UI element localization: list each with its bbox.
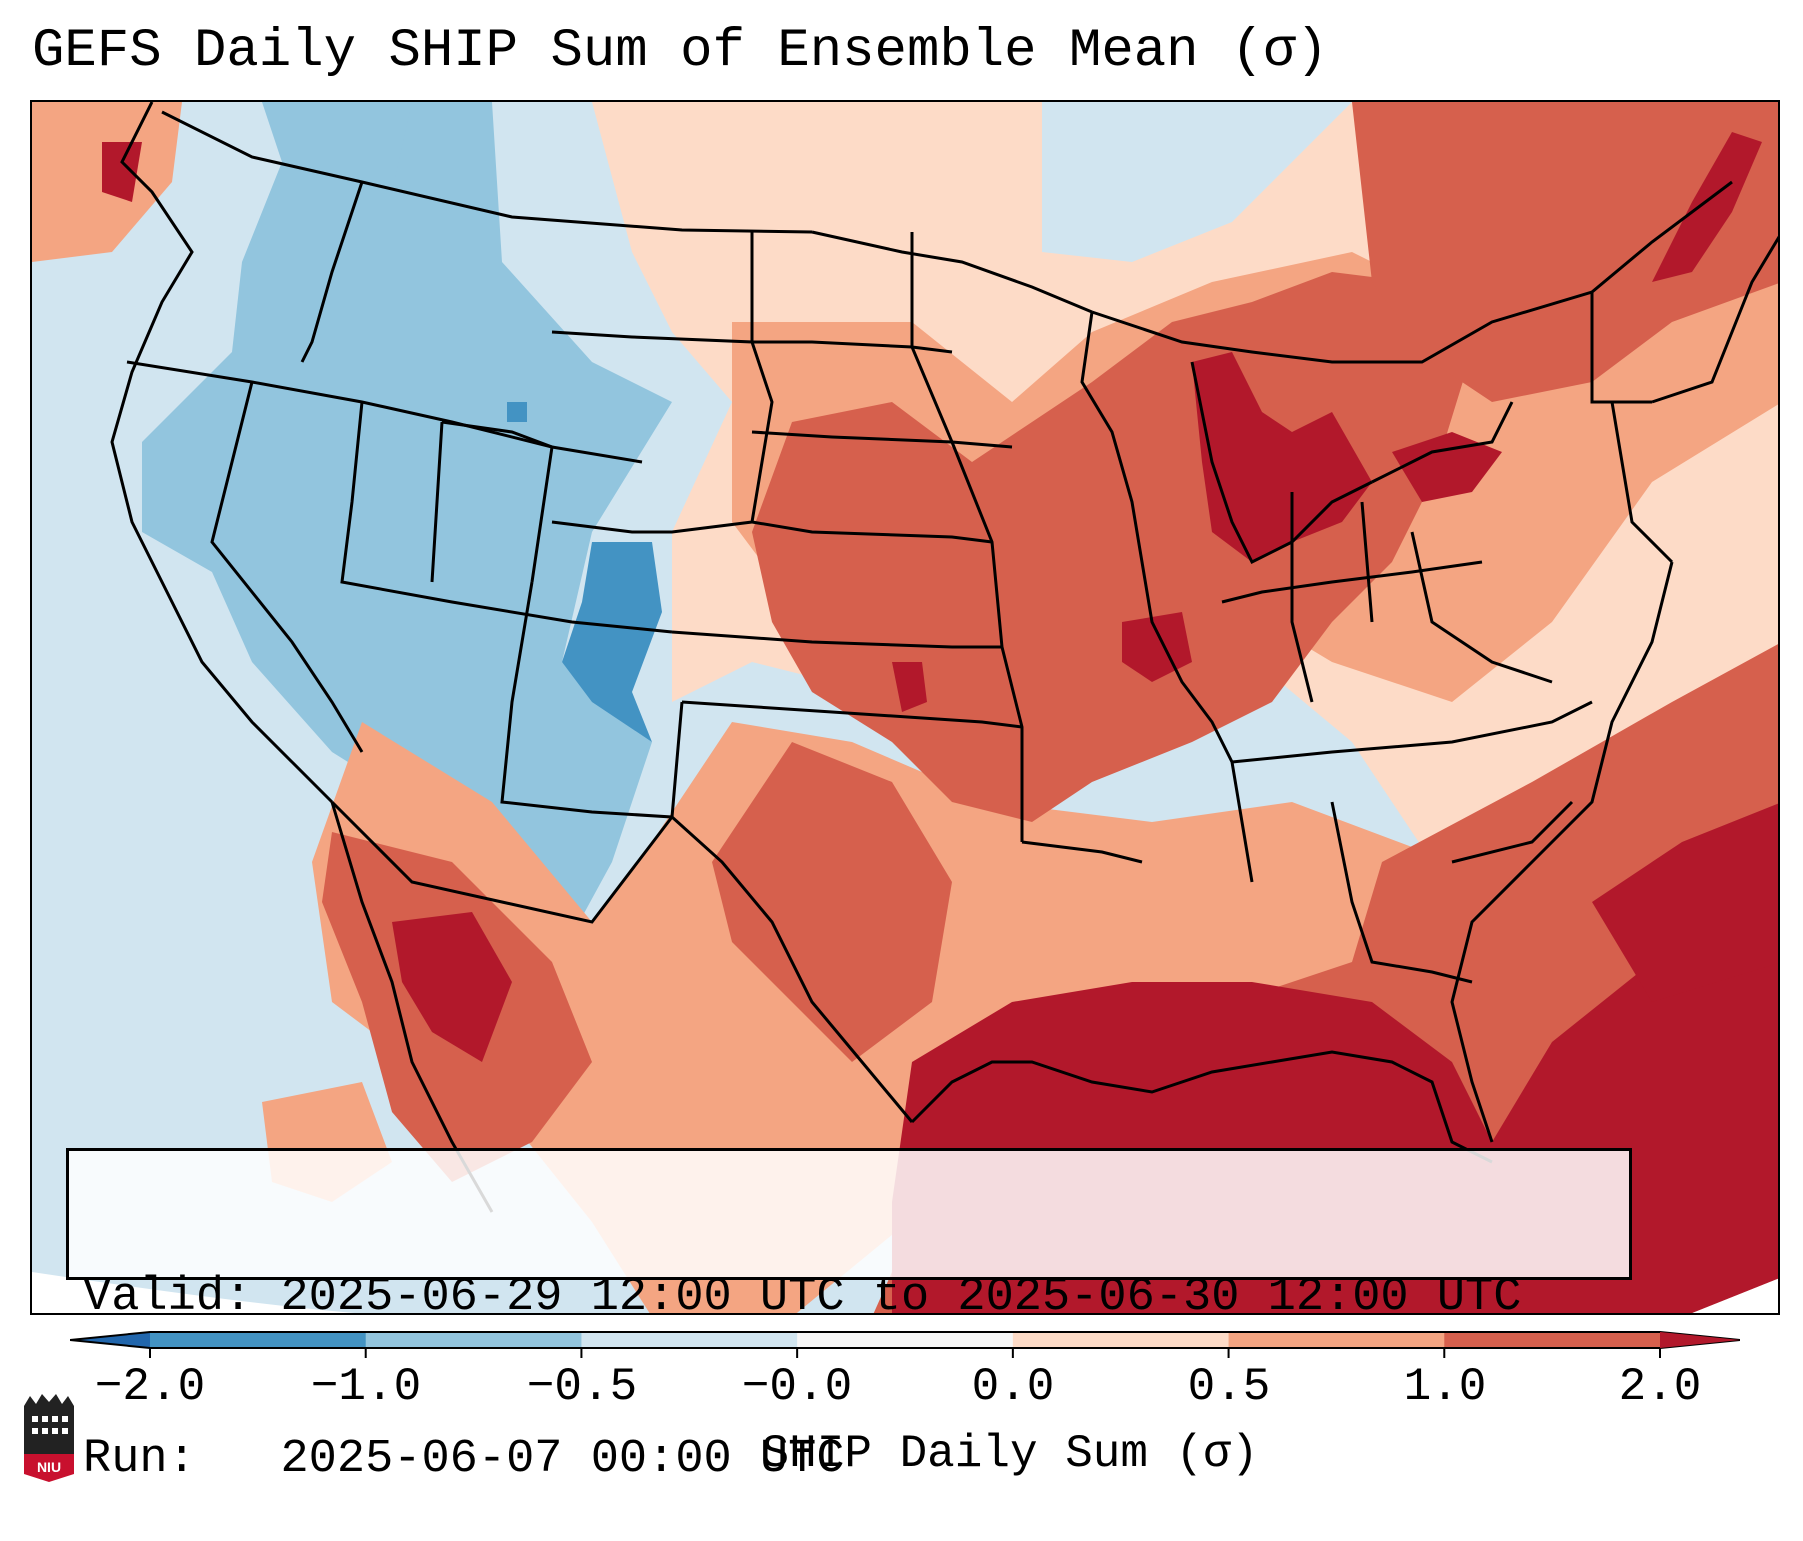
- wv-va-border: [1410, 531, 1553, 684]
- field-medium-blue-west: [142, 102, 672, 1002]
- colorbar-tick-label: −2.0: [94, 1361, 206, 1413]
- logo-badge: [24, 1454, 74, 1482]
- colorbar-over-arrow: [1660, 1332, 1740, 1348]
- gulf-coastline: [910, 1050, 1493, 1164]
- pa-ny-border: [1610, 401, 1674, 564]
- info-box: Valid: 2025-06-29 12:00 UTC to 2025-06-3…: [66, 1148, 1632, 1486]
- colorbar-bin: [1012, 1332, 1230, 1348]
- colorbar-tick-label: 0.0: [971, 1361, 1055, 1413]
- colorbar-label: SHIP Daily Sum (σ): [761, 1428, 1259, 1480]
- ut-co-border: [441, 420, 554, 583]
- colorbar-bin: [797, 1332, 1014, 1348]
- ga-al-border: [1330, 801, 1473, 984]
- oh-in-border: [1360, 501, 1374, 623]
- oh-ky-border: [1221, 560, 1483, 604]
- ne-ks-border: [751, 520, 993, 544]
- colorbar-bin: [1444, 1332, 1661, 1348]
- wa-id-border: [300, 181, 364, 363]
- colorbar: [70, 1331, 1740, 1358]
- new-england-coast: [1651, 235, 1778, 404]
- colorbar-tick-marks: [149, 1348, 1661, 1358]
- colorbar-under-arrow: [70, 1332, 150, 1348]
- colorbar-bins: [70, 1331, 1740, 1349]
- colorbar-tick-label: 1.0: [1403, 1361, 1487, 1413]
- field-darkred-erie: [1392, 432, 1502, 502]
- tx-mexico-border: [670, 815, 914, 1123]
- chart-title: GEFS Daily SHIP Sum of Ensemble Mean (σ): [32, 21, 1329, 82]
- nd-sd-border: [752, 340, 953, 354]
- niu-logo: NIU: [24, 1394, 74, 1482]
- field-medium-blue-nw: [292, 102, 412, 222]
- central-meridian-border: [910, 232, 1024, 842]
- field-red-midwest: [752, 272, 1472, 822]
- us-canada-border-west: [161, 110, 813, 234]
- in-il-border: [1290, 492, 1314, 703]
- field-darkred-atlantic: [1592, 803, 1778, 1002]
- map-canvas: [32, 102, 1778, 1313]
- great-lakes-shore: [1190, 361, 1373, 565]
- colorbar-bin: [581, 1332, 798, 1348]
- vt-nh-border: [1590, 292, 1652, 404]
- ks-ok-border: [671, 630, 1002, 649]
- az-nm-border: [500, 581, 684, 819]
- run-value: 2025-06-07 00:00 UTC: [280, 1433, 845, 1486]
- colorbar-tick-label: −0.0: [741, 1361, 853, 1413]
- us-canada-border-east: [1091, 180, 1733, 364]
- nv-ut-az-border: [340, 401, 673, 634]
- tn-ky-border: [1231, 700, 1593, 764]
- outside-domain-left: [32, 1272, 355, 1313]
- field-darkred-stlawrence: [1652, 132, 1762, 282]
- valid-value: 2025-06-29 12:00 UTC to 2025-06-30 12:00…: [280, 1271, 1522, 1324]
- colorbar-tick-label: 0.5: [1187, 1361, 1271, 1413]
- field-dark-blue-colorado: [562, 542, 662, 742]
- la-border: [1021, 840, 1143, 864]
- map-panel: [30, 100, 1780, 1315]
- field-darkred-southwest: [392, 912, 512, 1062]
- field-red-northeast: [1352, 102, 1778, 402]
- valid-row: Valid: 2025-06-29 12:00 UTC to 2025-06-3…: [83, 1271, 1615, 1325]
- colorbar-tick-label: −0.5: [526, 1361, 638, 1413]
- run-label: Run:: [83, 1433, 196, 1486]
- or-id-ut-border: [126, 360, 643, 464]
- field-darkred-kansas: [892, 662, 927, 712]
- valid-label: Valid:: [83, 1271, 253, 1324]
- us-mexico-border-west: [330, 800, 674, 924]
- atlantic-coastline: [1450, 561, 1674, 1143]
- field-darkred-pacific: [102, 142, 142, 202]
- colorbar-tick-label: −1.0: [310, 1361, 422, 1413]
- wy-co-border: [551, 330, 774, 534]
- field-dark-blue-spot: [507, 402, 527, 422]
- ca-nv-border: [210, 381, 364, 753]
- logo-tower-shape: [24, 1394, 74, 1454]
- mississippi-river: [1080, 311, 1254, 883]
- logo-windows: [32, 1416, 68, 1434]
- us-canada-border-central: [811, 230, 1093, 314]
- pacific-coastline: [110, 102, 334, 804]
- colorbar-bin: [1228, 1332, 1445, 1348]
- logo-text: NIU: [37, 1459, 61, 1475]
- outside-domain-right: [1692, 1278, 1778, 1313]
- state-borders: [110, 102, 1778, 1213]
- ut-border-west: [430, 421, 444, 583]
- run-row: Run: 2025-06-07 00:00 UTC: [83, 1433, 1615, 1487]
- colorbar-bin: [365, 1332, 582, 1348]
- field-red-plains: [712, 742, 952, 1062]
- field-darkred-michigan: [1192, 352, 1372, 562]
- colorbar-bin: [150, 1332, 367, 1348]
- colorbar-tick-label: 2.0: [1618, 1361, 1702, 1413]
- lake-erie-shore: [1371, 401, 1514, 484]
- ok-tx-border: [681, 700, 1023, 729]
- sc-nc-border: [1451, 800, 1574, 864]
- sd-ne-border: [751, 430, 1013, 449]
